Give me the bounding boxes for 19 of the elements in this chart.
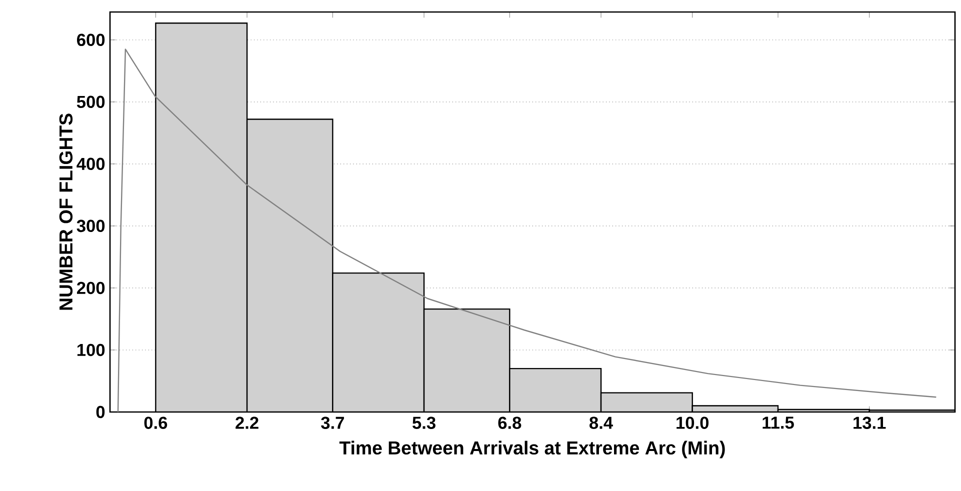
y-tick-label: 0	[96, 406, 105, 418]
x-tick-label: 0.6	[144, 416, 168, 429]
x-tick-label: 3.7	[321, 416, 344, 429]
y-tick-label: 200	[76, 282, 105, 294]
x-tick-label: 2.2	[236, 416, 258, 429]
y-tick-label: 600	[77, 34, 105, 46]
x-tick-label: 11.5	[762, 416, 794, 429]
y-tick-label: 400	[76, 158, 105, 170]
x-tick-label: 10.0	[676, 416, 709, 429]
x-tick-label: 6.8	[498, 416, 522, 429]
y-tick-label: 300	[76, 220, 105, 232]
x-tick-label: 13.1	[854, 416, 886, 429]
y-tick-label: 100	[77, 344, 105, 356]
y-axis-title: NUMBER OF FLIGHTS	[59, 114, 73, 310]
x-tick-label: 5.3	[412, 416, 436, 429]
y-tick-label: 500	[76, 96, 105, 108]
x-axis-title: Time Between Arrivals at Extreme Arc (Min)	[339, 440, 725, 458]
x-tick-label: 8.4	[590, 416, 613, 429]
line-series	[117, 48, 937, 412]
